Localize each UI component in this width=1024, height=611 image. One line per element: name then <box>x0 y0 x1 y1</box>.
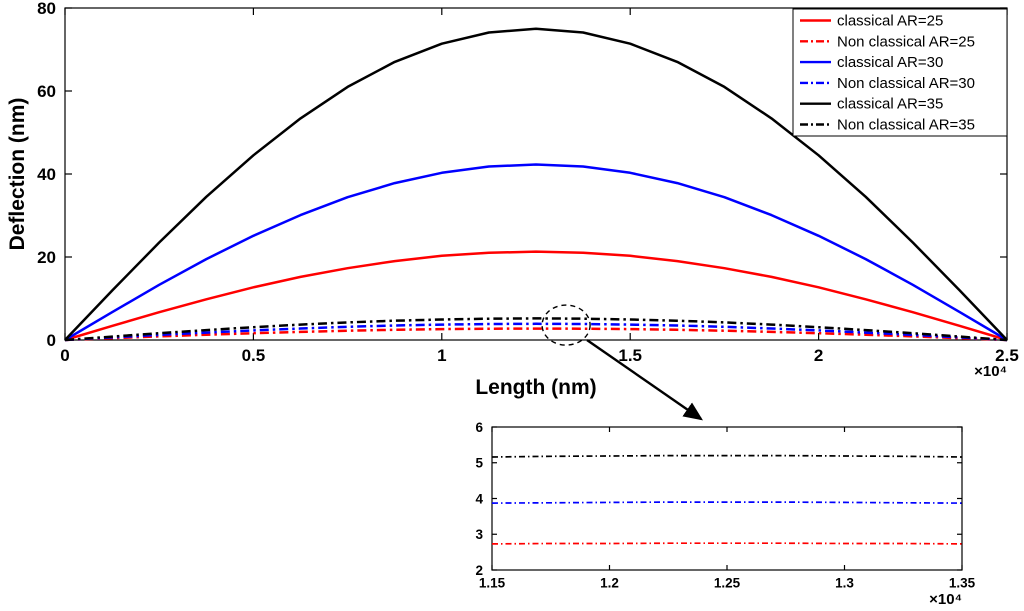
legend-entry-label: classical AR=30 <box>837 54 943 71</box>
legend-entry: classical AR=25 <box>800 13 943 30</box>
y-tick-label: 80 <box>37 0 56 18</box>
legend-entry-label: Non classical AR=30 <box>837 75 975 92</box>
legend-entry: classical AR=30 <box>800 54 943 71</box>
legend-entry-label: classical AR=25 <box>837 13 943 30</box>
legend-entry: Non classical AR=35 <box>800 117 975 134</box>
legend-entry: Non classical AR=30 <box>800 75 975 92</box>
main-y-axis-label: Deflection (nm) <box>6 97 29 251</box>
y-tick-label: 60 <box>37 82 56 101</box>
x-tick-label: 1.5 <box>618 346 642 365</box>
x-tick-label: 1.35 <box>949 576 976 591</box>
x-tick-label: 2.5 <box>995 346 1019 365</box>
legend-entry-label: Non classical AR=25 <box>837 33 975 50</box>
y-tick-label: 0 <box>47 331 56 350</box>
y-tick-label: 5 <box>475 456 483 471</box>
legend-entry-label: classical AR=35 <box>837 96 943 113</box>
y-tick-label: 2 <box>475 563 483 578</box>
main-x-axis-label: Length (nm) <box>475 376 597 399</box>
series-line-non-classical-ar-30 <box>64 322 1008 342</box>
x-tick-label: 2 <box>814 346 823 365</box>
series-line-non-classical-ar-35 <box>491 454 963 458</box>
x-tick-label: 0.5 <box>242 346 266 365</box>
series-line-non-classical-ar-35 <box>64 317 1008 342</box>
x-tick-label: 1.25 <box>714 576 741 591</box>
main-x-exponent-label: ×10⁴ <box>974 363 1007 380</box>
series-line-classical-ar-25 <box>64 250 1008 342</box>
zoom-arrow-annotation <box>586 339 703 421</box>
legend-entry-label: Non classical AR=35 <box>837 117 975 134</box>
legend-box <box>792 8 1008 137</box>
legend-entry: classical AR=35 <box>800 96 943 113</box>
series-line-non-classical-ar-25 <box>64 327 1008 342</box>
y-tick-label: 6 <box>475 420 483 435</box>
y-tick-label: 20 <box>37 248 56 267</box>
x-tick-label: 1.2 <box>600 576 619 591</box>
x-tick-label: 1.15 <box>479 576 506 591</box>
series-line-classical-ar-35 <box>64 27 1008 341</box>
inset-plot-area <box>491 426 963 571</box>
zoom-circle-annotation <box>541 304 591 346</box>
series-line-classical-ar-30 <box>64 163 1008 342</box>
legend: classical AR=25 Non classical AR=25 classi… <box>792 8 1008 137</box>
x-tick-label: 0 <box>60 346 69 365</box>
series-line-non-classical-ar-25 <box>491 542 963 545</box>
y-tick-label: 4 <box>475 491 483 506</box>
inset-x-exponent-label: ×10⁴ <box>929 591 962 608</box>
y-tick-label: 3 <box>475 527 483 542</box>
legend-entry: Non classical AR=25 <box>800 33 975 50</box>
series-line-non-classical-ar-30 <box>491 501 963 504</box>
x-tick-label: 1.3 <box>835 576 854 591</box>
x-tick-label: 1 <box>437 346 446 365</box>
y-tick-label: 40 <box>37 165 56 184</box>
